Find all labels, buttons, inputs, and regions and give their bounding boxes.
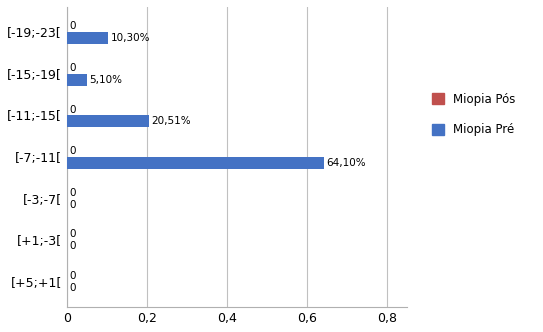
- Bar: [67, 116, 149, 127]
- Legend: Miopia Pós, Miopia Pré: Miopia Pós, Miopia Pré: [427, 88, 521, 141]
- Text: 0: 0: [70, 200, 76, 209]
- Text: 0: 0: [70, 22, 76, 32]
- Text: 0: 0: [70, 63, 76, 73]
- Bar: [67, 74, 87, 86]
- Text: 64,10%: 64,10%: [326, 158, 365, 168]
- Text: 0: 0: [70, 283, 76, 293]
- Text: 5,10%: 5,10%: [90, 75, 123, 85]
- Text: 0: 0: [70, 146, 76, 156]
- Bar: [67, 157, 324, 169]
- Text: 10,30%: 10,30%: [110, 33, 150, 43]
- Text: 0: 0: [70, 229, 76, 239]
- Text: 0: 0: [70, 188, 76, 198]
- Text: 0: 0: [70, 241, 76, 251]
- Bar: [67, 32, 108, 44]
- Text: 20,51%: 20,51%: [151, 116, 191, 126]
- Text: 0: 0: [70, 271, 76, 281]
- Text: 0: 0: [70, 105, 76, 115]
